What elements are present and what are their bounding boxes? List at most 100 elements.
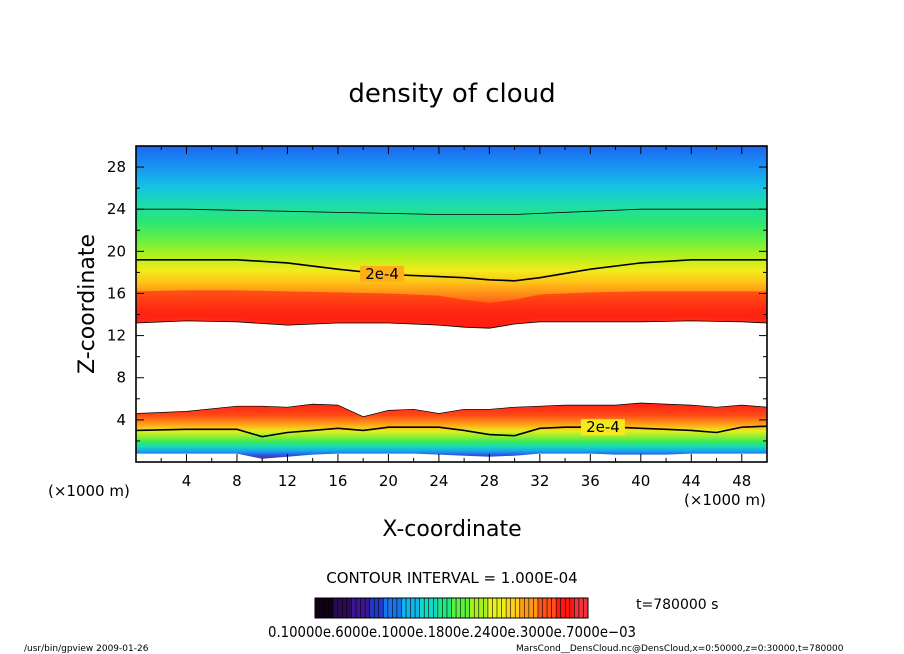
colorbar-tick-labels: 0.10000e.6000e.1000e.1800e.2400e.3000e.7… <box>268 623 636 641</box>
colorbar-cell <box>324 598 330 618</box>
colorbar-cell <box>365 598 371 618</box>
colorbar-cell <box>492 598 498 618</box>
source-info: MarsCond__DensCloud.nc@DensCloud,x=0:500… <box>516 644 844 654</box>
contour-interval-text: CONTOUR INTERVAL = 1.000E-04 <box>326 569 577 587</box>
colorbar-cell <box>542 598 548 618</box>
colorbar-cell <box>333 598 339 618</box>
colorbar-cell <box>396 598 402 618</box>
colorbar-cell <box>419 598 425 618</box>
colorbar-cell <box>574 598 580 618</box>
x-tick-label: 24 <box>429 472 448 490</box>
colorbar-cell <box>556 598 562 618</box>
colorbar-cell <box>415 598 421 618</box>
colorbar-cell <box>483 598 489 618</box>
x-tick-label: 32 <box>530 472 549 490</box>
chart-title: density of cloud <box>348 79 555 109</box>
colorbar-cell <box>319 598 325 618</box>
plot-frame <box>135 145 768 463</box>
colorbar-cell <box>342 598 348 618</box>
colorbar-cell <box>383 598 389 618</box>
colorbar-cell <box>487 598 493 618</box>
colorbar-cell <box>578 598 584 618</box>
colorbar-cell <box>401 598 407 618</box>
colorbar-cell <box>519 598 525 618</box>
colorbar-cell <box>515 598 521 618</box>
colorbar-cell <box>474 598 480 618</box>
colorbar-cell <box>337 598 343 618</box>
colorbar-cell <box>560 598 566 618</box>
colorbar-cell <box>465 598 471 618</box>
x-tick-label: 48 <box>732 472 751 490</box>
x-tick-label: 28 <box>480 472 499 490</box>
lower-contour-label: 2e-4 <box>586 418 620 436</box>
y-tick-label: 8 <box>116 369 126 387</box>
x-tick-label: 4 <box>182 472 192 490</box>
axis-ticks <box>136 146 767 462</box>
lower-contour-line <box>136 425 767 438</box>
colorbar-cell <box>497 598 503 618</box>
lower-contour-label-bg <box>580 419 625 436</box>
colorbar-cell <box>524 598 530 618</box>
colorbar-cell <box>328 598 334 618</box>
colorbar-cell <box>442 598 448 618</box>
x-tick-labels: 4 8 12 16 20 24 28 32 36 40 44 48 <box>182 472 752 490</box>
colorbar-cell <box>583 598 589 618</box>
colorbar-cell <box>446 598 452 618</box>
colorbar <box>314 598 589 618</box>
colorbar-cell <box>428 598 434 618</box>
colorbar-cell <box>374 598 380 618</box>
lower-top-contour <box>136 402 767 418</box>
colorbar-cell <box>547 598 553 618</box>
program-info: /usr/bin/gpview 2009-01-26 <box>24 644 149 654</box>
plot-area: 2e-4 2e-4 <box>136 146 767 462</box>
colorbar-cell <box>451 598 457 618</box>
upper-cloud-peak <box>136 290 767 326</box>
colorbar-cell <box>424 598 430 618</box>
y-axis-label: Z-coordinate <box>75 234 100 374</box>
x-tick-label: 40 <box>631 472 650 490</box>
colorbar-cell <box>392 598 398 618</box>
x-tick-label: 36 <box>581 472 600 490</box>
colorbar-cell <box>565 598 571 618</box>
colorbar-cell <box>410 598 416 618</box>
colorbar-cell <box>469 598 475 618</box>
upper-contour-label: 2e-4 <box>365 265 399 283</box>
x-tick-label: 16 <box>328 472 347 490</box>
colorbar-cell <box>510 598 516 618</box>
colorbar-cell <box>360 598 366 618</box>
y-tick-label: 28 <box>107 158 126 176</box>
colorbar-frame <box>314 597 589 619</box>
x-axis-label: X-coordinate <box>382 517 521 542</box>
y-tick-label: 16 <box>107 284 126 302</box>
y-tick-labels: 4 8 12 16 20 24 28 <box>107 158 126 429</box>
colorbar-cell <box>478 598 484 618</box>
upper-bottom-contour <box>136 320 767 329</box>
upper-contour-label-bg <box>360 265 405 282</box>
upper-top-contour <box>136 208 767 215</box>
upper-cloud-band <box>136 146 767 329</box>
x-unit-label-right: (×1000 m) <box>684 491 766 509</box>
y-tick-label: 12 <box>107 327 126 345</box>
colorbar-cell <box>537 598 543 618</box>
colorbar-cell <box>437 598 443 618</box>
colorbar-cell <box>387 598 393 618</box>
colorbar-cell <box>460 598 466 618</box>
colorbar-cell <box>346 598 352 618</box>
y-tick-label: 20 <box>107 242 126 260</box>
x-tick-label: 8 <box>232 472 242 490</box>
colorbar-cell <box>433 598 439 618</box>
x-unit-label-left: (×1000 m) <box>48 482 130 500</box>
colorbar-cell <box>351 598 357 618</box>
x-tick-label: 44 <box>682 472 701 490</box>
colorbar-cell <box>506 598 512 618</box>
lower-cloud-band <box>136 403 767 459</box>
colorbar-cell <box>533 598 539 618</box>
colorbar-cell <box>355 598 361 618</box>
upper-contour-line <box>136 259 767 282</box>
colorbar-cell <box>378 598 384 618</box>
colorbar-cell <box>456 598 462 618</box>
colorbar-cell <box>528 598 534 618</box>
colorbar-cell <box>551 598 557 618</box>
y-tick-label: 4 <box>116 411 126 429</box>
